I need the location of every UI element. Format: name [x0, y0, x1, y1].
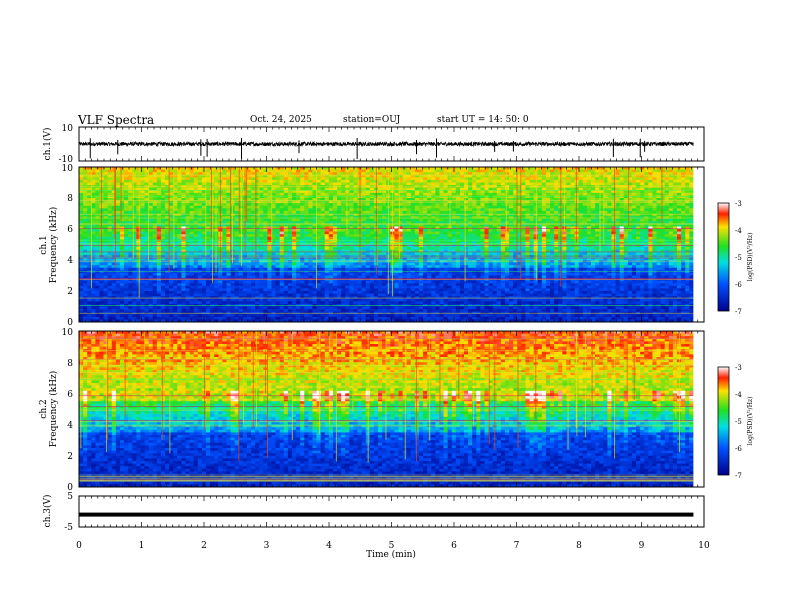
- ch3-ytick-top: 5: [67, 492, 73, 502]
- ch1-ytick-6: 6: [67, 225, 73, 235]
- ch2-cb-tick: -7: [735, 472, 742, 480]
- x-tick-label: 1: [139, 541, 145, 551]
- x-axis: 0 1 2 3 4 5 6 7 8 9 10 Time (min): [76, 541, 710, 560]
- ch2-ytick-4: 4: [67, 421, 73, 431]
- ch2-ytick-8: 8: [67, 359, 73, 369]
- station-label: station=OUJ: [343, 115, 401, 125]
- ch2-ylabel-line1: ch.2: [39, 399, 49, 418]
- ch1-ytick-2: 2: [67, 287, 73, 297]
- ch2-ytick-2: 2: [67, 452, 73, 462]
- ch1-cb-tick: -6: [735, 281, 742, 289]
- ch2-ylabel-line2: Frequency (kHz): [48, 371, 59, 448]
- ch1-ytick-0: 0: [67, 318, 73, 328]
- ch3-waveform-trace: [79, 512, 694, 517]
- ch2-spectrogram-yticks: 0 2 4 6 8 10: [62, 328, 74, 493]
- ch2-spectrogram-image: [79, 331, 704, 488]
- ch1-ylabel: ch.1(V): [42, 128, 53, 161]
- ch2-ytick-6: 6: [67, 390, 73, 400]
- x-tick-label: 5: [389, 541, 395, 551]
- ch1-ytick-8: 8: [67, 194, 73, 204]
- ch1-noise-trace: [78, 140, 694, 148]
- ch2-cb-tick: -6: [735, 445, 742, 453]
- ch3-ylabel: ch.3(V): [42, 495, 53, 528]
- ch2-cb-tick: -5: [735, 418, 742, 426]
- x-tick-label: 2: [201, 541, 207, 551]
- ch1-spectrogram-image: [79, 167, 704, 323]
- x-tick-label: 0: [76, 541, 82, 551]
- ch1-colorbar-gradient: [717, 202, 730, 312]
- ch1-colorbar-label: log(PSD)(V²/Hz): [747, 233, 754, 282]
- x-tick-label: 3: [264, 541, 270, 551]
- ch3-waveform-frame: [78, 495, 705, 528]
- ch1-spectrogram-yticks: 0 2 4 6 8 10: [62, 164, 74, 328]
- ch1-ylabel-line1: ch.1: [39, 235, 49, 254]
- ch1-ytick-bottom: -10: [59, 155, 74, 165]
- ch1-ytick-top: 10: [62, 124, 74, 134]
- start-ut-label: start UT = 14: 50: 0: [437, 115, 529, 125]
- x-tick-label: 10: [698, 541, 710, 551]
- x-tick-labels: 0 1 2 3 4 5 6 7 8 9 10: [76, 541, 710, 551]
- ch1-ytick-4: 4: [67, 256, 73, 266]
- ch1-cb-tick: -7: [735, 308, 742, 316]
- ch1-waveform-trace: [78, 137, 694, 160]
- ch1-ylabel-line2: Frequency (kHz): [48, 207, 59, 284]
- ch2-cb-tick: -3: [735, 364, 742, 372]
- ch2-cb-tick: -4: [735, 391, 742, 399]
- ch1-cb-tick: -5: [735, 254, 742, 262]
- x-tick-label: 6: [451, 541, 457, 551]
- ch3-waveform-panel: 5 -5 ch.3(V): [42, 492, 705, 533]
- ch2-colorbar: -3 -4 -5 -6 -7 log(PSD)(V²/Hz): [717, 364, 754, 480]
- ch1-ytick-10: 10: [62, 164, 74, 174]
- time-tick-marks: [78, 127, 705, 527]
- x-tick-label: 4: [326, 541, 332, 551]
- x-tick-label: 8: [576, 541, 582, 551]
- ch2-ytick-0: 0: [67, 483, 73, 493]
- x-tick-label: 7: [514, 541, 520, 551]
- ch2-colorbar-label: log(PSD)(V²/Hz): [747, 397, 754, 446]
- ch2-spectrogram-panel: 0 2 4 6 8 10 ch.2 Frequency (kHz): [39, 328, 705, 493]
- ch1-colorbar: -3 -4 -5 -6 -7 log(PSD)(V²/Hz): [717, 200, 754, 316]
- ch1-spectrogram-panel: 0 2 4 6 8 10 ch.1 Frequency (kHz): [39, 164, 705, 328]
- chart-title: VLF Spectra: [78, 113, 155, 127]
- ch1-cb-tick: -3: [735, 200, 742, 208]
- ch2-ytick-10: 10: [62, 328, 74, 338]
- x-tick-label: 9: [639, 541, 645, 551]
- date-label: Oct. 24, 2025: [250, 115, 312, 125]
- ch1-cb-tick: -4: [735, 227, 742, 235]
- ch3-ytick-bottom: -5: [64, 523, 73, 533]
- ch1-waveform-panel: 10 -10 ch.1(V): [42, 124, 705, 165]
- x-axis-label: Time (min): [366, 549, 416, 560]
- ch2-colorbar-gradient: [717, 366, 730, 476]
